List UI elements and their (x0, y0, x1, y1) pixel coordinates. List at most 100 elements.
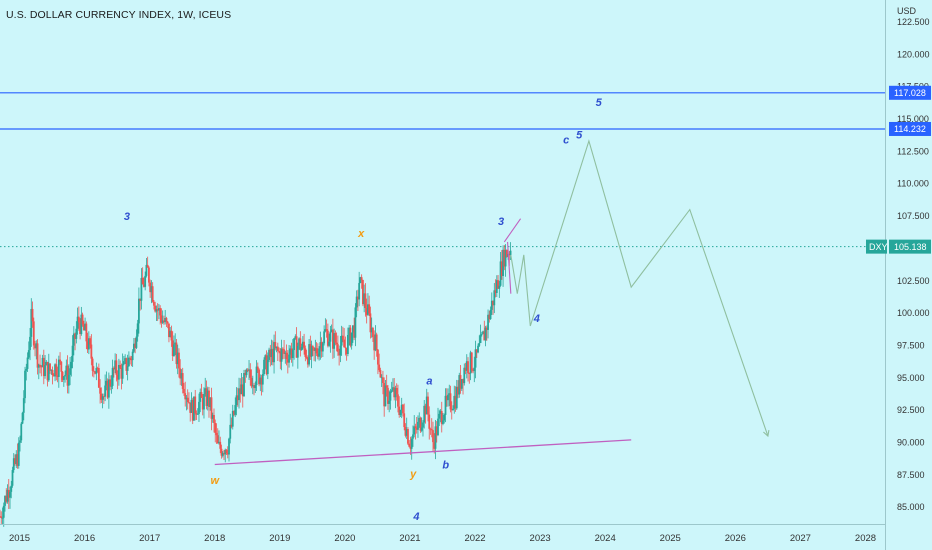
candle-body (139, 298, 142, 301)
candle-body (298, 338, 300, 347)
candle-body (276, 346, 279, 351)
candle-body (328, 341, 331, 346)
candle-body (158, 308, 160, 311)
chart-title: U.S. DOLLAR CURRENCY INDEX, 1W, ICEUS (6, 9, 232, 21)
wedge-line[interactable] (507, 241, 512, 294)
candle-body (264, 355, 267, 360)
candle-body (459, 375, 462, 389)
candle-body (109, 379, 112, 387)
candle-body (77, 316, 80, 323)
candle-body (389, 391, 392, 401)
candle-body (220, 448, 223, 456)
trend-overlays (214, 139, 770, 466)
candle-body (205, 388, 208, 406)
candle-body (62, 376, 65, 380)
candle-body (54, 364, 56, 377)
symbol-tag (866, 239, 887, 254)
candle-body (17, 442, 20, 466)
wedge-line[interactable] (503, 218, 522, 243)
wave-label: b (442, 459, 449, 471)
candle-body (201, 397, 204, 410)
horizontal-levels (0, 92, 885, 248)
candle-body (315, 348, 318, 354)
candle-body (111, 367, 114, 386)
wave-label: 4 (533, 313, 540, 325)
y-tick-label: 85.000 (897, 502, 925, 512)
candle-body (398, 406, 401, 415)
price-tag[interactable] (889, 121, 931, 136)
candle-body (90, 344, 93, 359)
candle-body (316, 353, 319, 357)
candle-body (82, 324, 85, 331)
projection-path[interactable] (510, 139, 769, 437)
x-tick-label: 2027 (790, 533, 811, 544)
candle-body (405, 429, 408, 436)
candle-body (420, 427, 423, 431)
candle-body (36, 343, 39, 368)
price-tag[interactable] (889, 85, 931, 100)
candle-body (92, 370, 95, 372)
y-tick-label: 122.500 (897, 17, 930, 27)
price-tag-value: 117.028 (894, 88, 926, 98)
candle-body (383, 383, 386, 407)
candle-body (234, 405, 237, 415)
candle-body (344, 347, 347, 349)
candle-body (26, 357, 29, 369)
y-tick-label: 110.000 (897, 179, 929, 189)
support-trendline[interactable] (214, 439, 632, 466)
candle-body (160, 315, 163, 323)
price-tag-value: 114.232 (894, 124, 926, 134)
candle-body (97, 368, 100, 388)
candle-body (30, 308, 33, 337)
candle-body (46, 361, 49, 381)
candle-body (86, 341, 89, 350)
candle-body (14, 458, 16, 464)
candle-body (144, 275, 147, 287)
candle-body (445, 395, 448, 401)
candle-body (345, 347, 348, 355)
candle-body (452, 408, 454, 411)
candle-body (288, 354, 290, 363)
candle-body (500, 261, 503, 276)
candle-body (129, 357, 132, 359)
x-tick-label: 2016 (74, 533, 95, 544)
candle-body (41, 357, 44, 368)
candle-body (304, 348, 307, 357)
candle-body (12, 458, 15, 471)
candle-body (119, 365, 122, 368)
candle-body (395, 388, 398, 395)
candle-body (432, 430, 434, 443)
candle-body (66, 365, 69, 386)
candle-body (206, 390, 209, 406)
candle-body (353, 325, 356, 338)
candle-body (37, 364, 40, 368)
candle-body (392, 387, 394, 391)
candle-body (145, 264, 148, 276)
candle-body (155, 309, 158, 312)
candle-body (91, 358, 94, 371)
candle-body (343, 339, 346, 348)
candle-body (324, 329, 327, 332)
candle-body (236, 395, 239, 401)
candle-body (369, 313, 372, 333)
candle-body (495, 280, 498, 293)
candle-body (357, 296, 359, 300)
candle-body (333, 333, 336, 349)
candle-body (331, 329, 334, 349)
candle-body (362, 279, 364, 305)
price-tag[interactable] (889, 239, 931, 254)
candle-body (321, 343, 324, 352)
candle-body (55, 364, 58, 376)
candle-body (204, 388, 207, 395)
candle-body (6, 489, 9, 502)
candle-body (458, 375, 461, 395)
candle-body (306, 357, 309, 365)
y-tick-label: 112.500 (897, 146, 929, 156)
candle-body (51, 369, 54, 376)
candle-body (394, 388, 397, 398)
candle-body (243, 373, 245, 397)
candle-body (367, 304, 369, 315)
wave-label: 5 (576, 129, 583, 141)
candle-body (329, 331, 332, 342)
